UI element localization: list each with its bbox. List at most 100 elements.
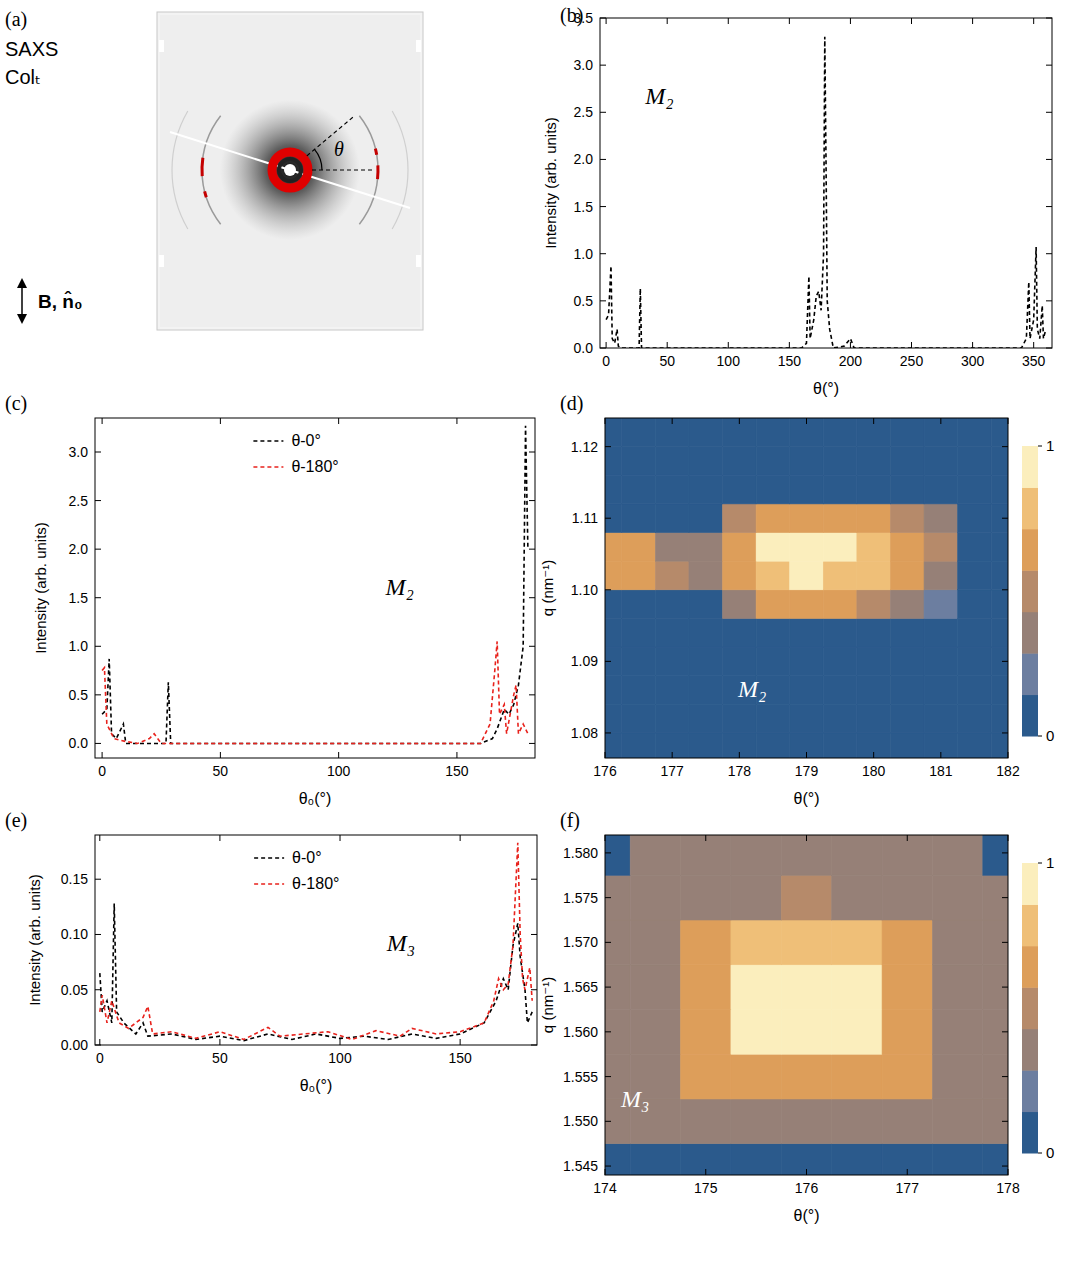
- heat-cell: [958, 733, 992, 758]
- heat-cell: [832, 1009, 882, 1054]
- heat-cell: [832, 965, 882, 1010]
- y-tick-label: 2.0: [574, 151, 594, 167]
- figure: (a)SAXSColₜθB, n̂₀(b)0501001502002503003…: [0, 0, 1072, 1280]
- y-tick-label: 1.5: [574, 199, 594, 215]
- heat-cell: [823, 704, 857, 733]
- heat-cell: [932, 1144, 982, 1175]
- x-tick: [605, 1169, 606, 1175]
- y-tick-label: 1.565: [563, 979, 598, 995]
- colorbar-tick: [1038, 446, 1042, 447]
- x-tick: [606, 342, 607, 348]
- heat-cell: [932, 920, 982, 965]
- y-tick: [95, 646, 101, 647]
- heat-cell: [689, 418, 723, 447]
- y-tick: [529, 743, 535, 744]
- x-axis-title: θ₀(°): [300, 1077, 333, 1094]
- y-tick: [600, 348, 606, 349]
- detector-gap: [416, 255, 421, 267]
- heat-cell: [958, 618, 992, 647]
- heat-cell: [857, 561, 891, 590]
- beam-center: [284, 164, 296, 176]
- y-tick-label: 1.0: [69, 638, 89, 654]
- heat-cell: [932, 875, 982, 920]
- legend-label: θ-0°: [291, 432, 321, 449]
- heat-cell: [857, 647, 891, 676]
- heat-cell: [890, 475, 924, 504]
- heat-cell: [723, 533, 757, 562]
- heat-cell: [790, 475, 824, 504]
- colorbar-tick: [1038, 863, 1042, 864]
- x-tick-label: 178: [728, 763, 752, 779]
- x-tick: [907, 1169, 908, 1175]
- x-tick: [806, 1169, 807, 1175]
- reflection-peak: [205, 191, 207, 197]
- colorbar-label: 0: [1046, 727, 1054, 744]
- heat-cell: [890, 418, 924, 447]
- heat-cell: [832, 1054, 882, 1099]
- y-tick: [1002, 852, 1008, 853]
- heat-cell: [605, 618, 622, 647]
- heat-cell: [655, 447, 689, 476]
- x-tick: [338, 752, 339, 758]
- y-tick: [1002, 732, 1008, 733]
- legend-label: θ-180°: [292, 875, 339, 892]
- direct-beam-halo: [220, 100, 360, 240]
- series-line: [102, 426, 528, 744]
- colorbar-label: 1: [1046, 437, 1054, 454]
- colorbar-band: [1022, 1029, 1038, 1071]
- y-tick-label: 1.550: [563, 1113, 598, 1129]
- heat-cell: [882, 835, 932, 875]
- y-tick-label: 3.5: [574, 10, 594, 26]
- heat-cell: [924, 475, 958, 504]
- y-tick: [1002, 897, 1008, 898]
- x-tick-label: 300: [961, 353, 985, 369]
- heat-cell: [924, 590, 958, 619]
- y-tick-label: 3.0: [574, 57, 594, 73]
- x-tick-label: 150: [778, 353, 802, 369]
- heat-cell: [983, 1009, 1008, 1054]
- x-tick: [911, 18, 912, 24]
- x-tick-label: 50: [212, 1050, 228, 1066]
- heat-cell: [958, 704, 992, 733]
- heat-cell: [630, 1144, 680, 1175]
- y-tick: [600, 253, 606, 254]
- x-tick: [340, 835, 341, 841]
- colorbar-tick: [1038, 736, 1042, 737]
- heat-cell: [723, 618, 757, 647]
- plot-marks: [606, 37, 1046, 348]
- y-tick: [600, 300, 606, 301]
- y-tick-label: 1.11: [572, 510, 598, 526]
- y-tick: [1002, 942, 1008, 943]
- reflection-peak: [376, 165, 379, 179]
- reflection-arc-outer: [392, 111, 408, 229]
- panel-3: (e)θ-0°θ-180°0501001500.000.050.100.15θ₀…: [5, 809, 537, 1094]
- heat-cell: [823, 590, 857, 619]
- y-tick-label: 1.570: [563, 934, 598, 950]
- heat-cell: [991, 676, 1008, 705]
- heat-cell: [655, 418, 689, 447]
- heat-cell: [622, 733, 656, 758]
- heat-cell: [756, 704, 790, 733]
- heat-cell: [681, 1009, 731, 1054]
- heat-cell: [655, 533, 689, 562]
- heat-cell: [605, 1009, 630, 1054]
- x-tick-label: 150: [445, 763, 469, 779]
- heat-cell: [832, 920, 882, 965]
- heat-cell: [790, 533, 824, 562]
- heat-cell: [605, 733, 622, 758]
- y-tick: [1046, 159, 1052, 160]
- y-tick: [1046, 18, 1052, 19]
- x-axis-title: θ(°): [813, 380, 839, 397]
- x-tick: [672, 418, 673, 424]
- plot-frame: [605, 835, 1008, 1175]
- y-tick: [1002, 446, 1008, 447]
- heat-cell: [681, 1099, 731, 1144]
- field-arrow: [21, 284, 23, 318]
- plot-frame: [605, 418, 1008, 758]
- phase-label: Colₜ: [5, 66, 41, 88]
- heat-cell: [756, 475, 790, 504]
- x-tick-label: 178: [996, 1180, 1020, 1196]
- x-tick-label: 179: [795, 763, 819, 779]
- x-tick: [739, 752, 740, 758]
- reflection-arc-outer: [172, 111, 188, 229]
